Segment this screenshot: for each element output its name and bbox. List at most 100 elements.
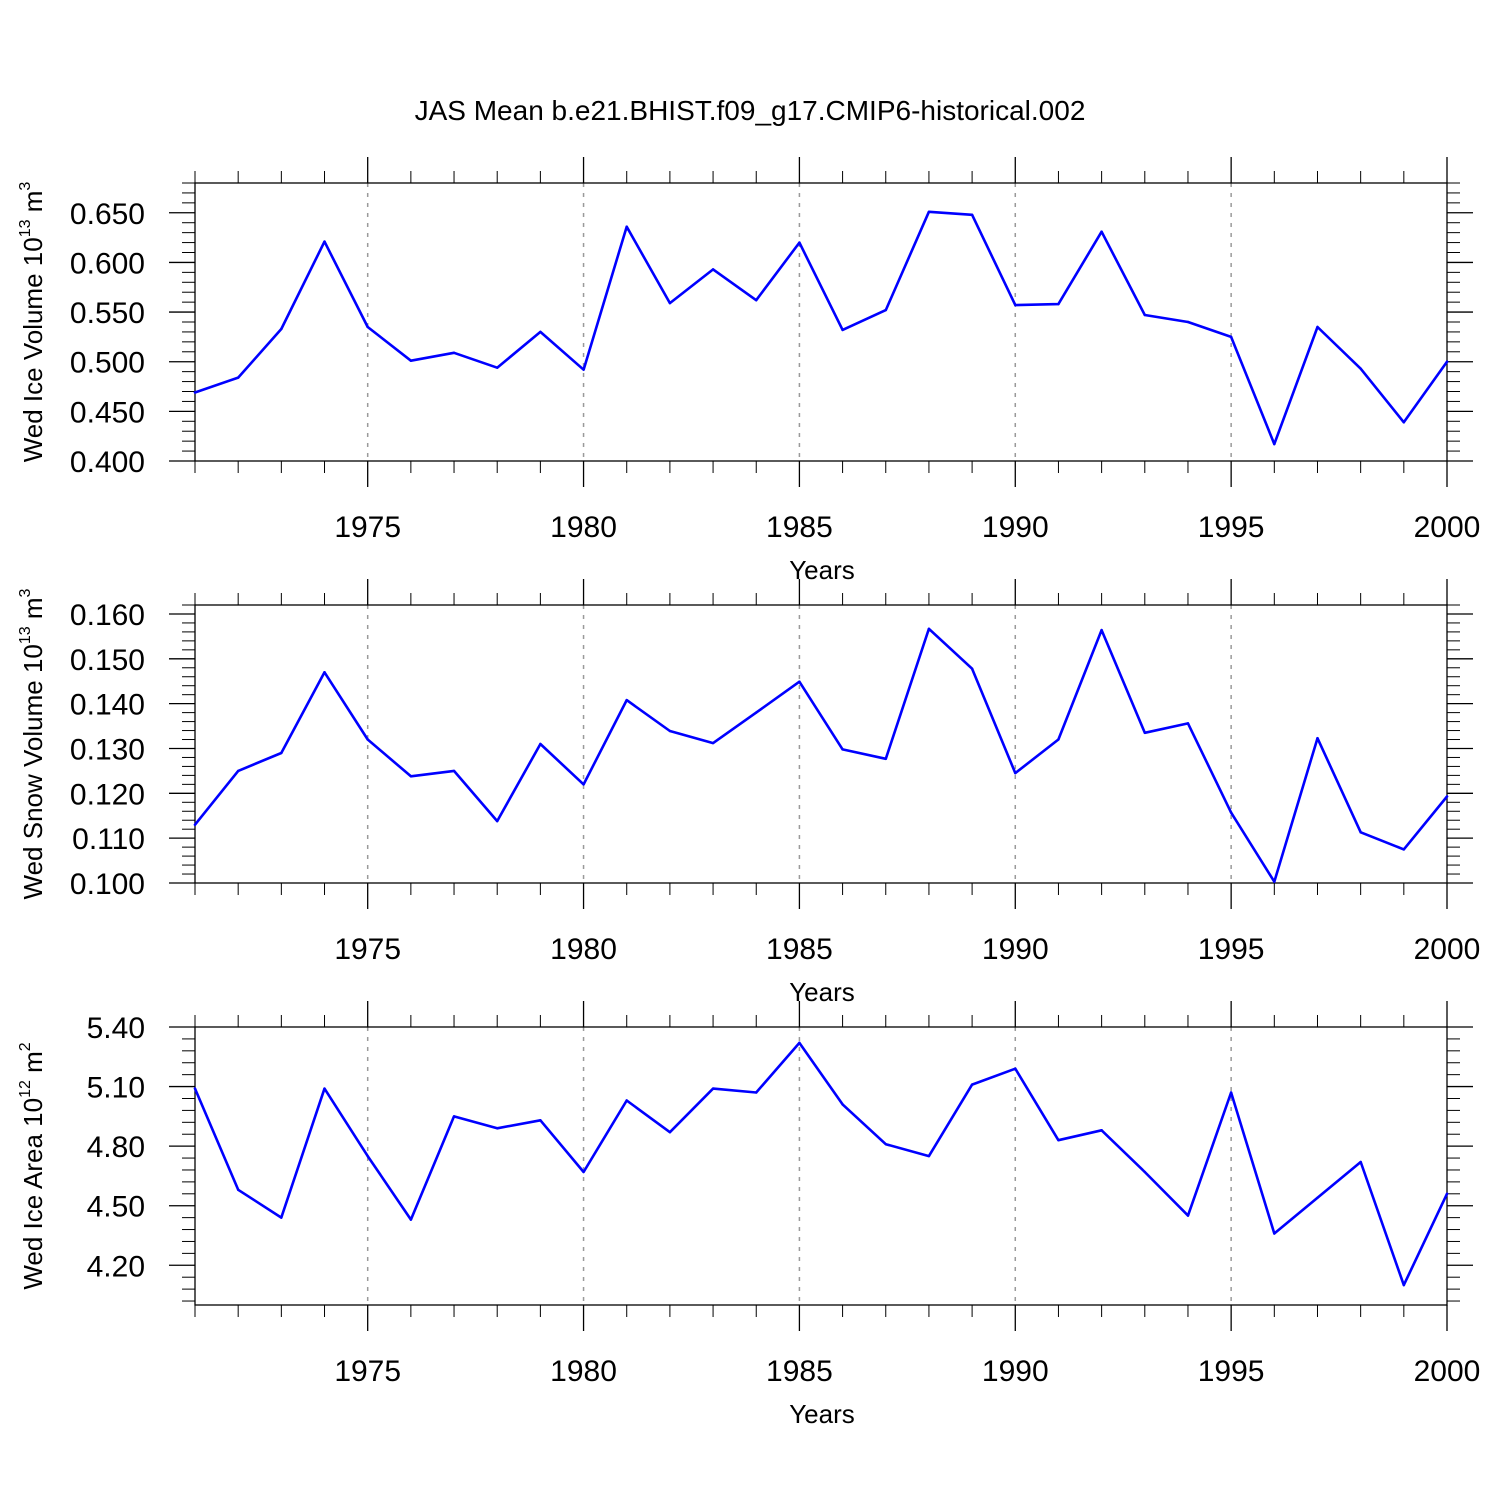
data-point	[1186, 320, 1190, 324]
chart-panel-3: 1975 1980 1985 1990 1995 2000 Years 4.20 4.50 4.8…	[17, 1001, 1480, 1429]
y-axis-label-unit-exponent: 3	[17, 182, 34, 191]
plot-frame	[194, 1026, 1448, 1306]
y-tick-label: 0.600	[70, 247, 145, 280]
y-tick-label: 0.500	[70, 347, 145, 380]
data-point	[582, 368, 585, 371]
data-point	[1186, 1214, 1190, 1217]
plot-frame	[194, 604, 1448, 884]
data-point	[1316, 736, 1319, 740]
data-point	[1273, 1232, 1276, 1235]
data-point	[884, 757, 887, 760]
y-tick-label: 0.130	[70, 733, 145, 766]
data-point	[1100, 1129, 1103, 1132]
data-point	[1229, 335, 1233, 339]
y-axis-label-exponent: 13	[17, 626, 34, 644]
data-point	[668, 1131, 672, 1134]
data-point	[1402, 421, 1406, 424]
y-tick-label: 5.10	[87, 1072, 145, 1105]
y-tick-label: 0.400	[70, 446, 145, 479]
data-point	[1229, 1091, 1233, 1094]
y-tick-label: 0.550	[70, 297, 145, 330]
data-point	[539, 742, 542, 746]
data-point	[323, 671, 326, 674]
data-point	[366, 1154, 369, 1158]
y-tick-label: 0.650	[70, 198, 145, 231]
y-axis-label-unit: m	[18, 597, 48, 626]
y-axis-label-text: Wed Ice Volume 10	[18, 237, 48, 462]
data-point	[193, 391, 197, 394]
data-point	[1316, 1196, 1319, 1199]
data-point	[1100, 230, 1103, 233]
y-axis-label-unit-exponent: 3	[17, 588, 34, 597]
data-point	[711, 741, 715, 745]
data-point	[711, 268, 715, 271]
x-tick-label: 1990	[982, 1355, 1049, 1388]
data-point	[236, 769, 240, 773]
data-point	[625, 1099, 628, 1102]
data-point	[236, 1188, 240, 1192]
y-tick-label: 4.80	[87, 1131, 145, 1164]
data-point	[1402, 848, 1406, 851]
x-tick-label: 1985	[766, 511, 833, 544]
x-tick-label: 1995	[1198, 933, 1265, 966]
data-point	[1359, 1160, 1362, 1164]
data-point	[323, 240, 326, 243]
y-axis-label-exponent: 13	[17, 219, 34, 237]
data-point	[755, 298, 758, 302]
data-point	[1445, 360, 1449, 363]
data-point	[323, 1087, 326, 1090]
data-point	[1229, 811, 1233, 814]
data-point	[798, 680, 801, 683]
y-tick-label: 0.100	[70, 868, 145, 901]
data-point	[1402, 1283, 1406, 1287]
x-tick-label: 1985	[766, 1355, 833, 1388]
data-point	[1057, 1138, 1060, 1142]
data-point	[884, 1142, 887, 1146]
data-point	[970, 667, 974, 670]
data-point	[366, 738, 369, 741]
series-line	[193, 1041, 1449, 1287]
x-axis-label: Years	[789, 555, 855, 585]
x-tick-label: 1990	[982, 511, 1049, 544]
data-point	[582, 783, 585, 786]
data-point	[841, 1103, 844, 1106]
y-axis-label-text: Wed Ice Area 10	[18, 1098, 48, 1290]
data-point	[1359, 367, 1362, 370]
data-point	[236, 376, 240, 379]
data-point	[1057, 738, 1060, 741]
x-tick-label: 1990	[982, 933, 1049, 966]
data-point	[193, 823, 197, 826]
x-tick-label: 1995	[1198, 1355, 1265, 1388]
data-point	[280, 1216, 283, 1219]
y-tick-label: 0.160	[70, 599, 145, 632]
data-point	[755, 1091, 758, 1094]
x-tick-label: 1980	[550, 1355, 617, 1388]
data-point	[452, 1115, 456, 1118]
y-tick-label: 5.40	[87, 1012, 145, 1045]
data-point	[884, 308, 887, 312]
x-axis-label: Years	[789, 977, 855, 1007]
data-point	[1014, 303, 1017, 307]
y-axis-label-unit-exponent: 2	[17, 1042, 34, 1051]
data-point	[668, 729, 672, 733]
x-tick-label: 2000	[1414, 933, 1481, 966]
data-point	[711, 1087, 715, 1090]
x-tick-label: 1980	[550, 933, 617, 966]
data-point	[970, 213, 974, 216]
data-point	[625, 225, 628, 228]
data-point	[1445, 1192, 1449, 1196]
x-tick-label: 1980	[550, 511, 617, 544]
y-tick-label: 0.140	[70, 689, 145, 722]
data-point	[927, 210, 931, 213]
x-tick-label: 1975	[334, 1355, 401, 1388]
data-point	[1143, 731, 1146, 734]
y-axis-label: Wed Ice Volume 1013 m3	[17, 182, 48, 463]
y-axis-label: Wed Ice Area 1012 m2	[17, 1042, 48, 1289]
series-line	[193, 627, 1449, 884]
plot-frame	[194, 182, 1448, 462]
y-axis-label: Wed Snow Volume 1013 m3	[17, 588, 48, 899]
chart-panel-1: 1975 1980 1985 1990 1995 2000 Years 0.400 0.450 0…	[17, 157, 1480, 585]
data-point	[1014, 771, 1017, 775]
x-tick-label: 2000	[1414, 1355, 1481, 1388]
